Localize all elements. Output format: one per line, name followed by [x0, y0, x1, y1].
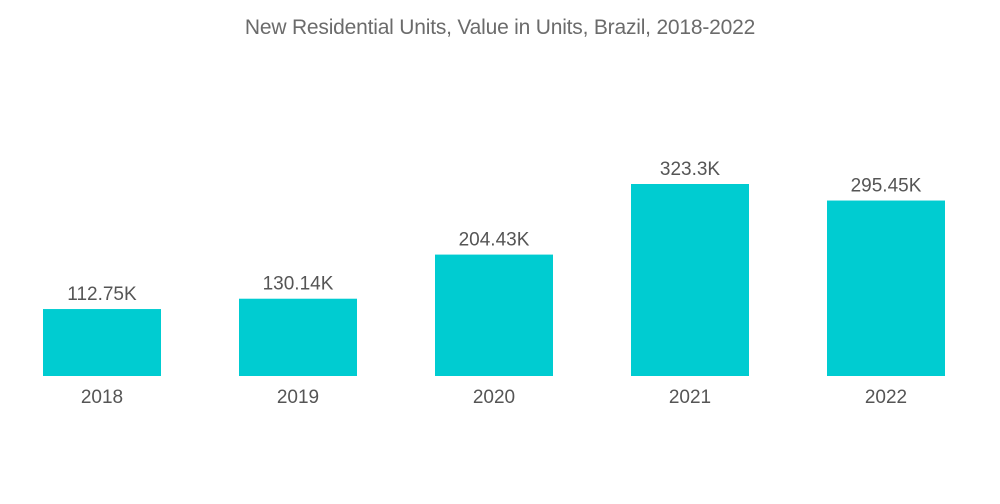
value-label-2018: 112.75K: [67, 284, 137, 305]
value-label-2021: 323.3K: [660, 159, 721, 180]
x-tick-2018: 2018: [81, 387, 123, 408]
x-tick-2021: 2021: [669, 387, 711, 408]
value-label-2022: 295.45K: [851, 176, 922, 197]
value-label-2020: 204.43K: [459, 230, 530, 251]
chart-title: New Residential Units, Value in Units, B…: [244, 16, 756, 39]
bar-2019: [239, 298, 357, 376]
value-labels-group: 112.75K 130.14K 204.43K 323.3K 295.45K: [67, 159, 921, 305]
bars-group: [43, 184, 945, 376]
bar-2020: [435, 254, 553, 376]
x-tick-labels-group: 2018 2019 2020 2021 2022: [81, 387, 907, 408]
value-label-2019: 130.14K: [263, 274, 334, 295]
x-tick-2019: 2019: [277, 387, 319, 408]
x-tick-2022: 2022: [865, 387, 907, 408]
x-tick-2020: 2020: [473, 387, 515, 408]
bar-2018: [43, 309, 161, 376]
bar-2021: [631, 184, 749, 376]
bar-2022: [827, 200, 945, 376]
